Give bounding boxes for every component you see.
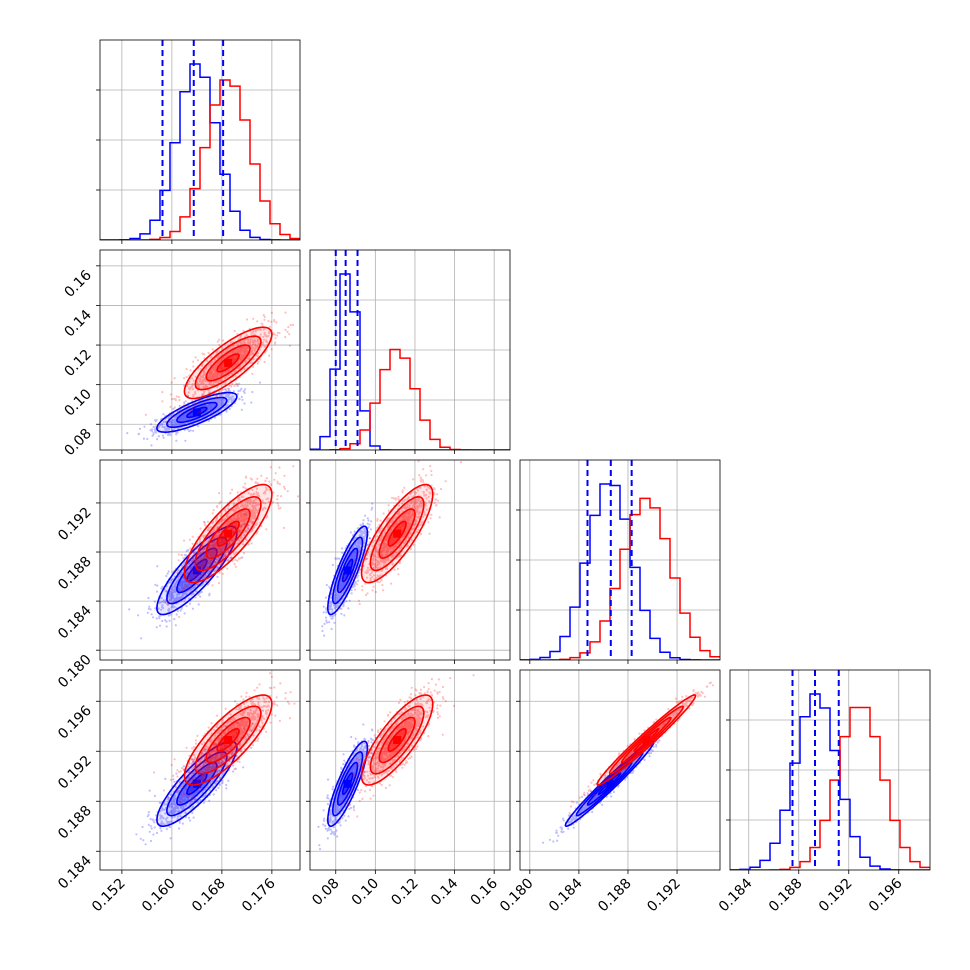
panel-content [317,670,475,851]
x-tick-label: 0.152 [89,876,129,916]
panel-content [135,672,296,846]
peak-marker [224,358,233,367]
panel-3-0: 0.152 0.160 0.168 0.176 0.184 0.188 0.192 0.196 [55,669,301,916]
peak-marker [642,736,651,744]
y-tick-label: 0.08 [61,426,94,459]
panel-frame [99,249,301,451]
y-tick-label: 0.192 [55,753,95,793]
x-tick-label: 0.168 [189,876,229,916]
panel-content [128,465,300,640]
panel-frame [309,669,511,871]
panel-frame [519,669,721,871]
x-tick-label: 0.188 [766,876,806,916]
panel-frame [309,459,511,661]
x-tick-label: 0.196 [866,875,906,915]
x-tick-label: 0.192 [644,876,684,916]
x-tick-label: 0.14 [428,875,461,908]
y-tick-label: 0.192 [55,504,95,544]
panel-0-0 [96,39,301,244]
x-tick-label: 0.10 [349,876,382,909]
panel-frame [99,669,301,871]
panel-frame [99,459,301,661]
peak-marker [192,566,201,575]
peak-marker [343,566,352,575]
histogram-red [520,497,720,660]
peak-marker [192,408,201,417]
panel-1-0: 0.08 0.10 0.12 0.14 0.16 [61,249,301,459]
x-tick-label: 0.184 [546,875,586,915]
panel-2-1 [306,459,511,664]
histogram-red [100,79,300,240]
panel-content [126,311,295,447]
peak-marker [393,529,402,538]
panel-content [542,681,715,844]
histogram-blue [520,483,720,660]
peak-marker [393,736,402,744]
x-tick-label: 0.08 [309,876,342,909]
x-tick-label: 0.188 [595,876,635,916]
x-tick-label: 0.12 [388,876,421,909]
panel-2-0: 0.180 0.184 0.188 0.192 [55,459,301,692]
panel-3-1: 0.08 0.10 0.12 0.14 0.16 [306,669,511,909]
histogram-blue [100,63,300,240]
x-tick-label: 0.184 [716,875,756,915]
panel-3-3: 0.184 0.188 0.192 0.196 [716,669,931,916]
panel-1-1 [306,249,511,454]
peak-marker [605,779,614,788]
y-tick-label: 0.184 [55,853,95,893]
panel-content [321,460,463,637]
x-tick-label: 0.192 [816,876,856,916]
panel-content [100,40,300,240]
y-tick-label: 0.16 [61,267,94,300]
y-tick-label: 0.180 [55,652,95,692]
x-tick-label: 0.160 [139,876,179,916]
peak-marker [224,529,233,538]
panel-2-2 [516,459,721,664]
y-tick-label: 0.184 [55,603,95,643]
x-tick-label: 0.180 [497,876,537,916]
y-tick-label: 0.188 [55,554,95,594]
y-tick-label: 0.14 [61,307,94,340]
y-tick-label: 0.188 [55,803,95,843]
y-tick-label: 0.196 [55,703,95,743]
peak-marker [224,736,233,744]
panel-3-2: 0.180 0.184 0.188 0.192 [497,669,721,916]
peak-marker [343,779,352,788]
y-tick-label: 0.10 [61,386,94,419]
y-tick-label: 0.12 [61,347,94,380]
x-tick-label: 0.176 [239,875,279,915]
